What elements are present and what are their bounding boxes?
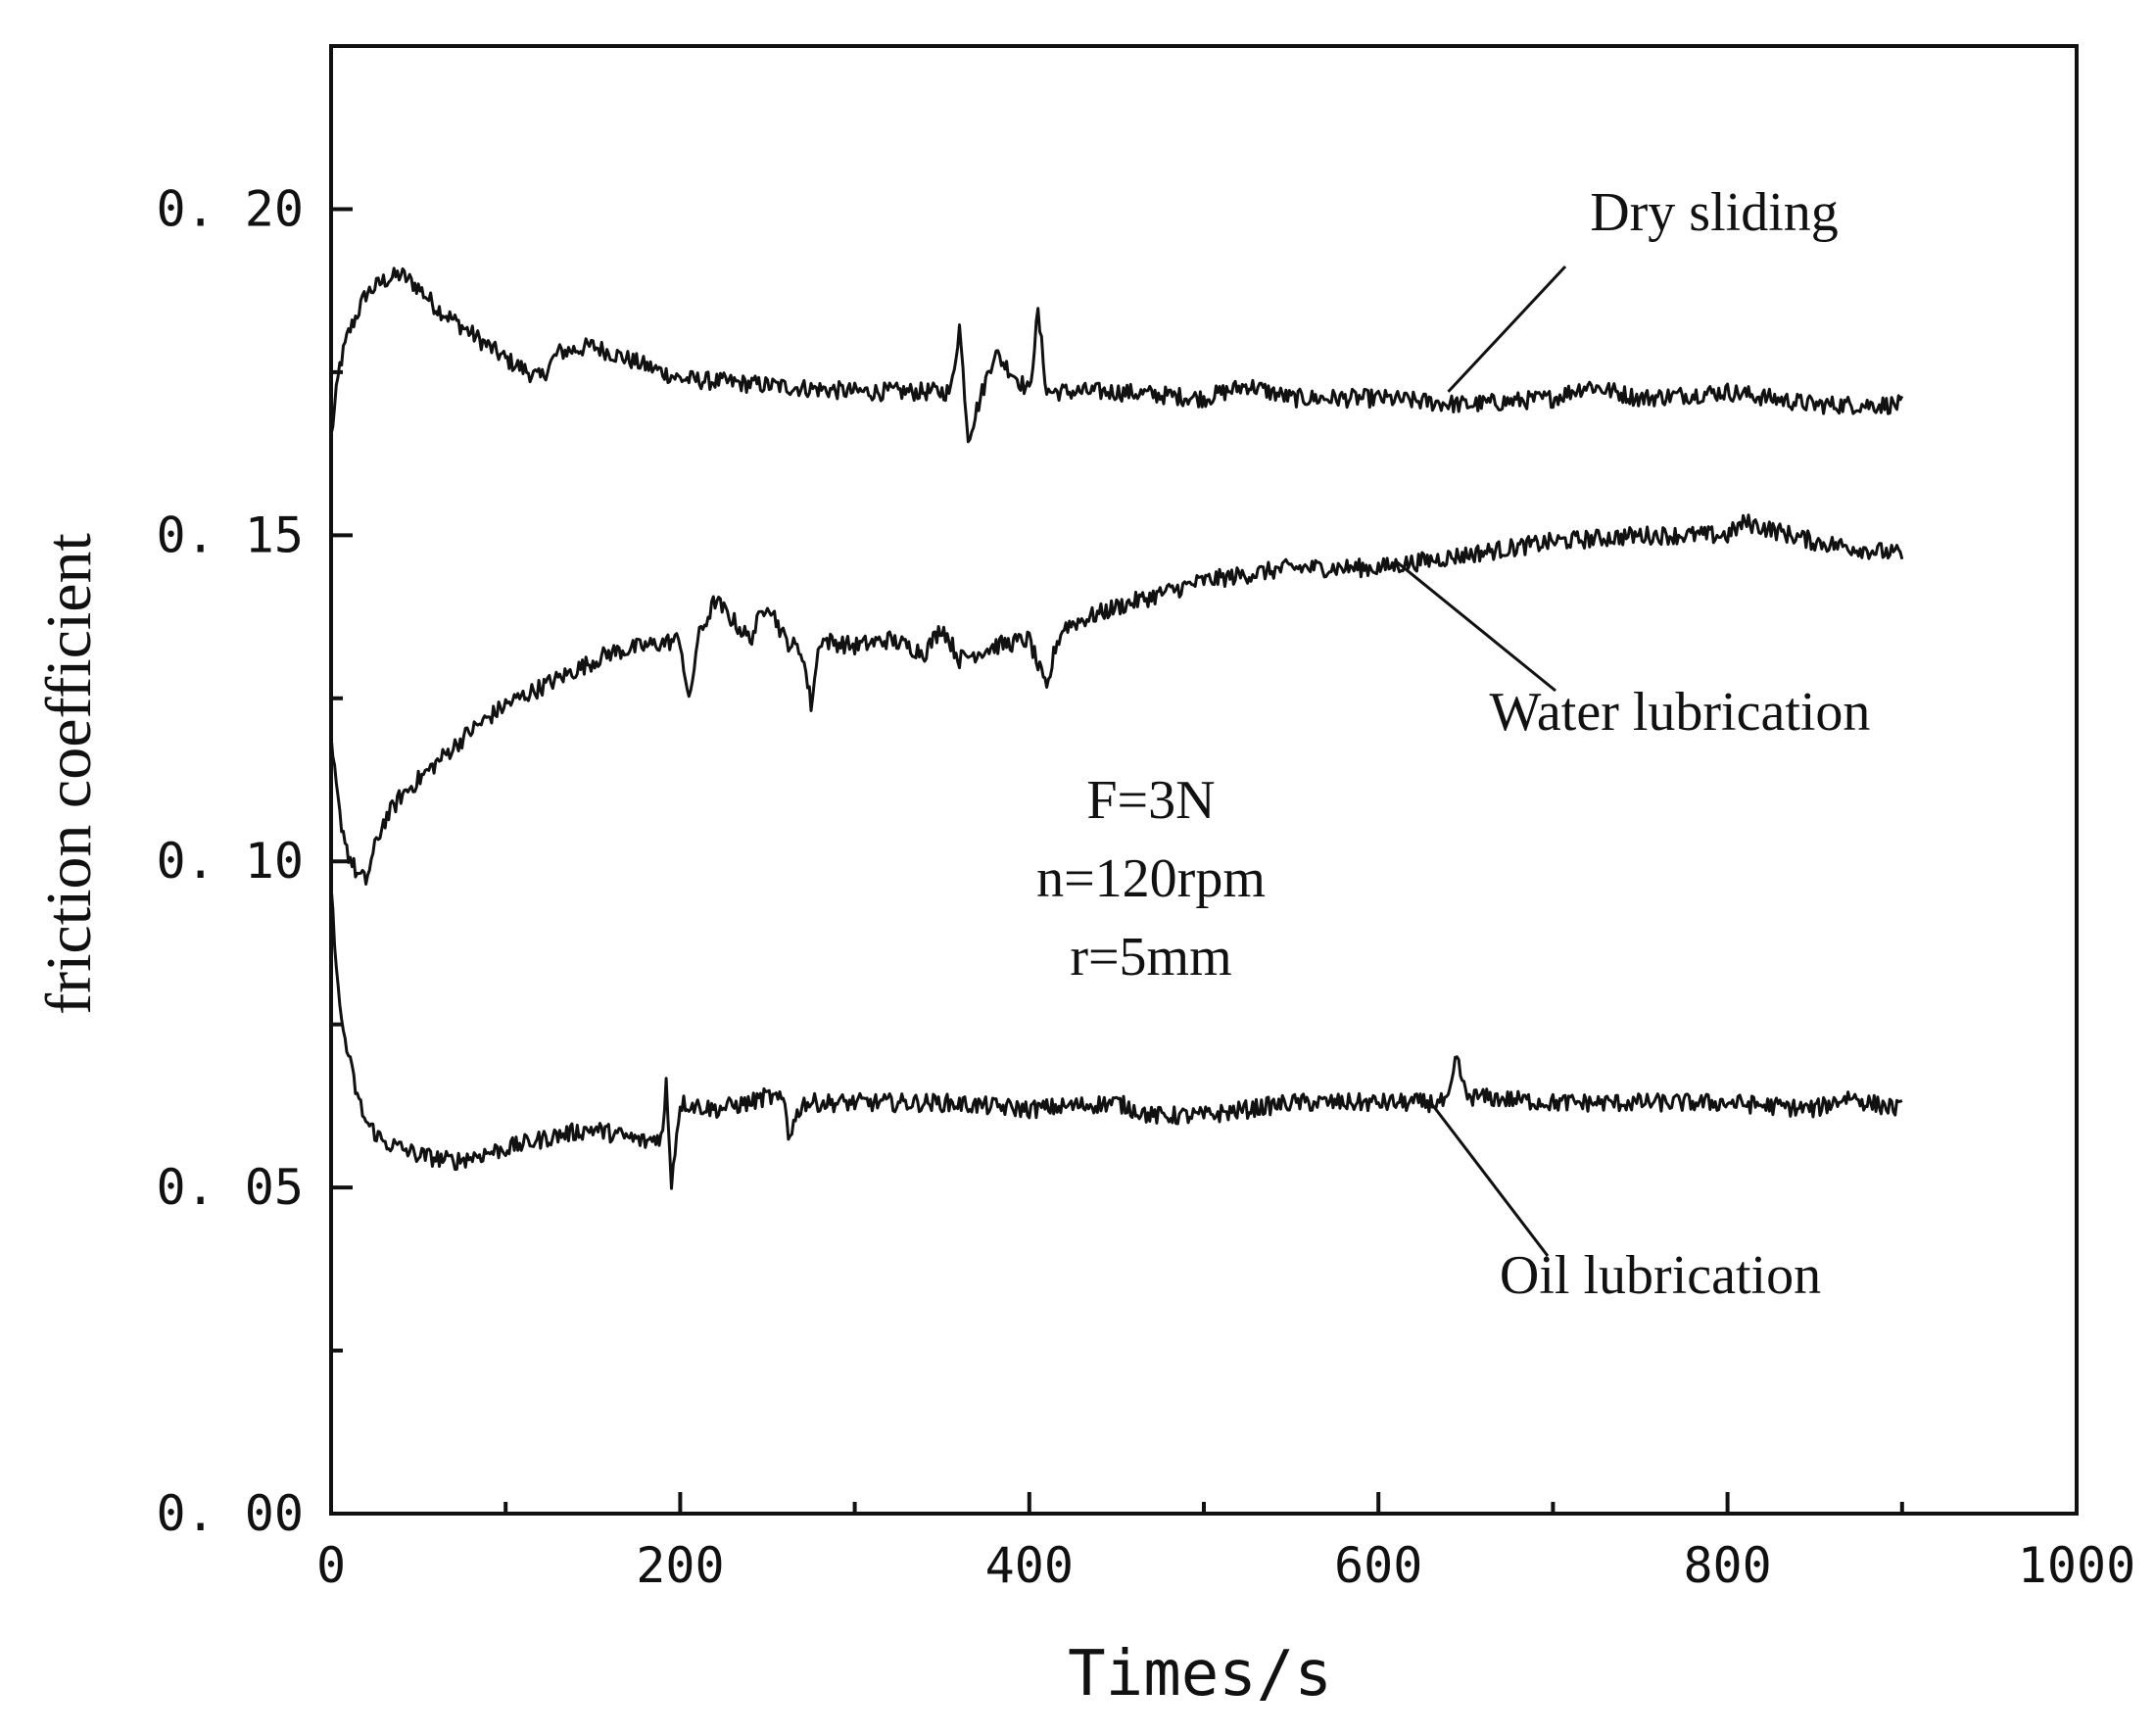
- conditions-annotation: F=3N n=120rpm r=5mm: [1036, 770, 1266, 988]
- leader-line-dry-sliding: [1447, 265, 1567, 393]
- y-axis-title: friction coefficient: [33, 533, 105, 1015]
- x-tick-label: 1000: [2018, 1537, 2135, 1594]
- series-oil-lubrication: [329, 886, 1903, 1190]
- y-tick-label: 0. 15: [156, 506, 304, 563]
- series-label-oil-lubrication: Oil lubrication: [1500, 1245, 1821, 1306]
- leader-line-oil-lubrication: [1429, 1101, 1550, 1257]
- y-tick-label: 0. 20: [156, 180, 304, 237]
- condition-radius: r=5mm: [1070, 927, 1231, 988]
- condition-force: F=3N: [1086, 770, 1215, 831]
- condition-speed: n=120rpm: [1036, 848, 1266, 909]
- leader-line-water-lubrication: [1395, 559, 1556, 693]
- y-axis: 0. 00 0. 05 0. 10 0. 15 0. 20: [156, 180, 353, 1542]
- series-label-water-lubrication: Water lubrication: [1490, 682, 1871, 743]
- y-tick-label: 0. 10: [156, 833, 304, 890]
- x-tick-label: 200: [636, 1537, 724, 1594]
- series-labels: Dry sliding Water lubrication Oil lubricat…: [1395, 182, 1871, 1306]
- series-group: [329, 266, 1904, 1190]
- series-label-dry-sliding: Dry sliding: [1590, 182, 1839, 243]
- x-tick-label: 800: [1683, 1537, 1771, 1594]
- x-tick-label: 600: [1334, 1537, 1422, 1594]
- x-tick-label: 0: [316, 1537, 346, 1594]
- x-tick-label: 400: [985, 1537, 1074, 1594]
- x-axis: 0 200 400 600 800 1000: [316, 1492, 2135, 1594]
- x-axis-title: Times/s: [1068, 1638, 1332, 1711]
- series-water-lubrication: [329, 513, 1904, 886]
- y-tick-label: 0. 05: [156, 1159, 304, 1216]
- y-tick-label: 0. 00: [156, 1485, 304, 1542]
- series-dry-sliding: [329, 266, 1904, 444]
